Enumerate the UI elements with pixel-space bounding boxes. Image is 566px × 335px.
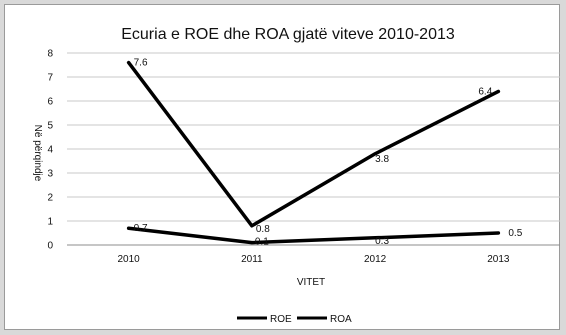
- data-labels: 7.6 0.8 3.8 6.4 0.7 0.1 0.3 0.5: [134, 58, 523, 248]
- y-axis-ticks: 0 1 2 3 4 5 6 7 8: [47, 49, 53, 252]
- x-tick-label: 2013: [487, 254, 510, 265]
- series-lines: [126, 60, 501, 245]
- y-tick-label: 4: [47, 145, 53, 156]
- gridlines: [67, 52, 560, 246]
- series-line-roe: [126, 60, 501, 228]
- y-tick-label: 1: [47, 217, 53, 228]
- legend-label-roe: ROE: [270, 314, 292, 325]
- x-axis-ticks: 2010 2011 2012 2013: [118, 254, 510, 265]
- x-tick-label: 2010: [118, 254, 141, 265]
- legend-label-roa: ROA: [330, 314, 352, 325]
- data-label-roe: 7.6: [134, 58, 148, 69]
- data-label-roa: 0.1: [255, 237, 269, 248]
- legend: ROE ROA: [237, 314, 352, 325]
- data-label-roe: 3.8: [375, 154, 389, 165]
- data-label-roe: 6.4: [478, 86, 492, 97]
- x-tick-label: 2012: [364, 254, 387, 265]
- x-axis-label: VITET: [297, 277, 325, 288]
- y-tick-label: 3: [47, 169, 53, 180]
- y-tick-label: 0: [47, 241, 53, 252]
- y-tick-label: 6: [47, 97, 53, 108]
- data-label-roa: 0.5: [508, 228, 522, 239]
- series-line-roa: [126, 226, 501, 245]
- data-label-roe: 0.8: [256, 224, 270, 235]
- x-tick-label: 2011: [241, 254, 263, 265]
- y-axis-label: Në përqindje: [32, 125, 43, 182]
- y-tick-label: 8: [47, 49, 53, 60]
- line-chart: Ecuria e ROE dhe ROA gjatë viteve 2010-2…: [32, 26, 560, 325]
- data-label-roa: 0.7: [134, 223, 148, 234]
- chart-title: Ecuria e ROE dhe ROA gjatë viteve 2010-2…: [121, 26, 455, 43]
- data-label-roa: 0.3: [375, 236, 389, 247]
- chart-frame: Ecuria e ROE dhe ROA gjatë viteve 2010-2…: [4, 4, 560, 330]
- y-tick-label: 2: [47, 193, 53, 204]
- y-tick-label: 7: [47, 73, 53, 84]
- y-tick-label: 5: [47, 121, 53, 132]
